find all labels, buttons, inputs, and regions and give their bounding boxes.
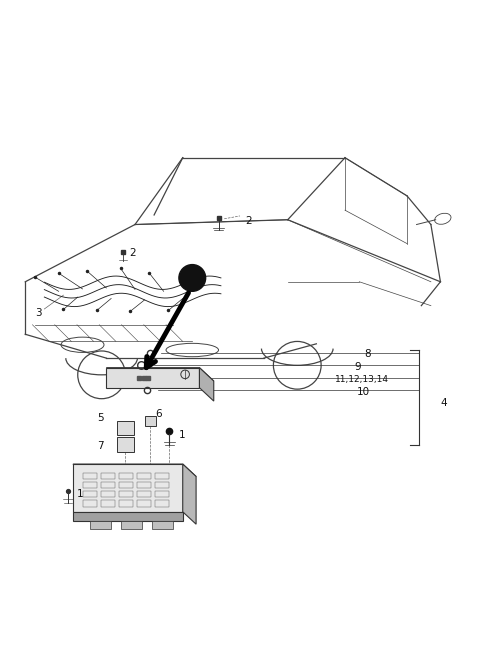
Text: 8: 8: [364, 349, 371, 359]
Text: 2: 2: [245, 215, 252, 225]
Polygon shape: [199, 368, 214, 401]
Circle shape: [179, 265, 205, 291]
Polygon shape: [73, 464, 183, 512]
Text: 5: 5: [97, 413, 104, 423]
Polygon shape: [107, 368, 214, 381]
Polygon shape: [90, 521, 111, 529]
Text: 3: 3: [35, 308, 41, 318]
Text: 9: 9: [355, 362, 361, 372]
Text: 2: 2: [129, 248, 135, 258]
Text: 10: 10: [357, 387, 370, 397]
Polygon shape: [117, 437, 134, 451]
Polygon shape: [183, 464, 196, 524]
Polygon shape: [144, 416, 156, 426]
Polygon shape: [152, 521, 173, 529]
Polygon shape: [107, 368, 199, 387]
Polygon shape: [73, 464, 196, 476]
Text: 7: 7: [97, 442, 104, 451]
Polygon shape: [73, 512, 183, 521]
Text: 6: 6: [156, 409, 162, 419]
Text: 4: 4: [441, 399, 447, 409]
Polygon shape: [117, 421, 134, 436]
Text: 11,12,13,14: 11,12,13,14: [336, 374, 389, 384]
Polygon shape: [120, 521, 142, 529]
Text: 1: 1: [179, 430, 186, 440]
Text: 1: 1: [77, 489, 84, 499]
